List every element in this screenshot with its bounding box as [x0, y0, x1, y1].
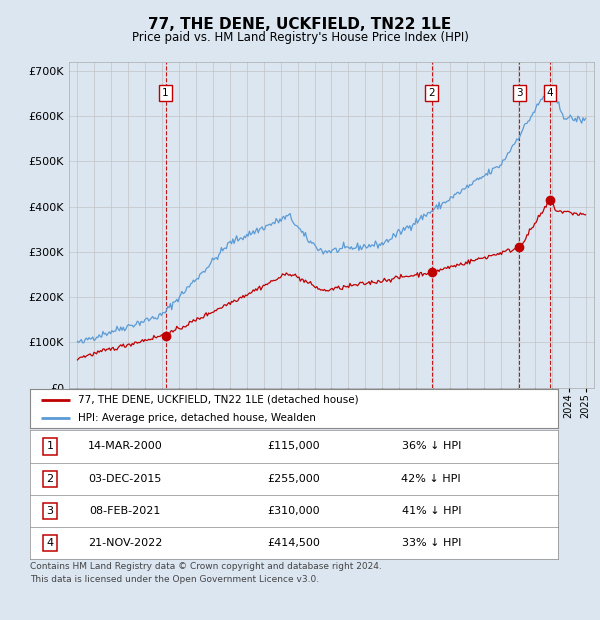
Text: 36% ↓ HPI: 36% ↓ HPI	[401, 441, 461, 451]
Text: 77, THE DENE, UCKFIELD, TN22 1LE: 77, THE DENE, UCKFIELD, TN22 1LE	[148, 17, 452, 32]
Text: £414,500: £414,500	[268, 538, 320, 548]
Text: £115,000: £115,000	[268, 441, 320, 451]
Text: 21-NOV-2022: 21-NOV-2022	[88, 538, 162, 548]
Text: Price paid vs. HM Land Registry's House Price Index (HPI): Price paid vs. HM Land Registry's House …	[131, 31, 469, 44]
Text: 41% ↓ HPI: 41% ↓ HPI	[401, 506, 461, 516]
Text: 42% ↓ HPI: 42% ↓ HPI	[401, 474, 461, 484]
Text: 2: 2	[428, 88, 435, 98]
Text: 4: 4	[547, 88, 553, 98]
Text: 4: 4	[47, 538, 53, 548]
Text: 03-DEC-2015: 03-DEC-2015	[88, 474, 162, 484]
Text: 2: 2	[47, 474, 53, 484]
Text: 3: 3	[47, 506, 53, 516]
Text: 1: 1	[47, 441, 53, 451]
Text: 77, THE DENE, UCKFIELD, TN22 1LE (detached house): 77, THE DENE, UCKFIELD, TN22 1LE (detach…	[77, 395, 358, 405]
Text: 14-MAR-2000: 14-MAR-2000	[88, 441, 163, 451]
Text: HPI: Average price, detached house, Wealden: HPI: Average price, detached house, Weal…	[77, 413, 316, 423]
Text: 1: 1	[162, 88, 169, 98]
Text: Contains HM Land Registry data © Crown copyright and database right 2024.
This d: Contains HM Land Registry data © Crown c…	[30, 562, 382, 584]
Text: 08-FEB-2021: 08-FEB-2021	[89, 506, 161, 516]
Text: £255,000: £255,000	[268, 474, 320, 484]
Text: £310,000: £310,000	[268, 506, 320, 516]
Text: 33% ↓ HPI: 33% ↓ HPI	[401, 538, 461, 548]
Text: 3: 3	[516, 88, 523, 98]
